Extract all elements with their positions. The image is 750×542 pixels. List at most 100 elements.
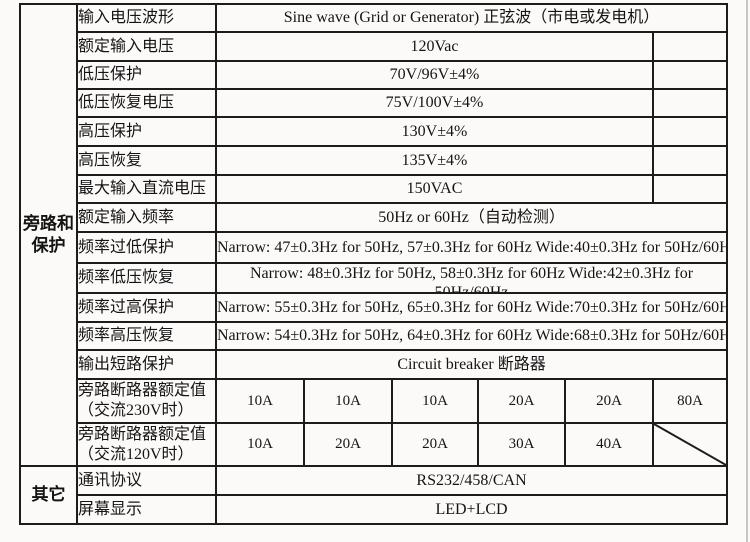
- spec-label-cell: 频率高压恢复: [76, 321, 217, 351]
- spec-value-cell: Narrow: 54±0.3Hz for 50Hz, 64±0.3Hz for …: [214, 321, 729, 351]
- empty-cell: [651, 116, 729, 147]
- spec-label-cell: 旁路断路器额定值（交流120V时）: [76, 422, 217, 467]
- table-row: 旁路和保护 输入电压波形 Sine wave (Grid or Generato…: [19, 3, 729, 467]
- breaker-rating: 20A: [335, 436, 361, 452]
- diagonal-slash-icon: [654, 424, 726, 465]
- group-label: 其它: [31, 485, 66, 504]
- table-row: 旁路断路器额定值（交流120V时） 10A 20A 20A 30A 40A: [20, 422, 729, 467]
- group-label: 旁路和保护: [23, 214, 74, 255]
- spec-value-cell: 50Hz or 60Hz（自动检测）: [214, 202, 729, 233]
- breaker-rating-cell: 30A: [477, 422, 566, 467]
- spec-label-cell: 高压恢复: [76, 145, 217, 176]
- spec-value: 120Vac: [410, 37, 459, 55]
- spec-value-cell: Narrow: 47±0.3Hz for 50Hz, 57±0.3Hz for …: [214, 231, 729, 264]
- spec-value: RS232/458/CAN: [416, 471, 527, 489]
- table-row: 高压恢复 135V±4%: [20, 145, 729, 176]
- group-cell-bypass-protection: 旁路和保护: [19, 3, 78, 467]
- table-row: 低压保护 70V/96V±4%: [20, 60, 729, 90]
- table-row: 输出短路保护 Circuit breaker 断路器: [20, 349, 729, 380]
- spec-value: 75V/100V±4%: [385, 94, 484, 111]
- breaker-rating-cell: 10A: [215, 378, 305, 424]
- spec-label-cell: 频率过低保护: [76, 231, 217, 264]
- spec-label-cell: 屏幕显示: [76, 494, 217, 525]
- spec-value: Narrow: 55±0.3Hz for 50Hz, 65±0.3Hz for …: [217, 298, 727, 316]
- page-edge-line: [746, 0, 748, 542]
- breaker-rating: 10A: [335, 392, 361, 409]
- breaker-rating-cell: 10A: [391, 378, 479, 424]
- spec-value-cell: RS232/458/CAN: [214, 465, 729, 496]
- empty-cell: [651, 145, 729, 176]
- empty-cell: [651, 60, 729, 90]
- spec-label: 低压恢复电压: [78, 94, 175, 111]
- spec-label: 频率过低保护: [78, 238, 175, 256]
- breaker-rating-cell: 40A: [564, 422, 654, 467]
- breaker-rating: 20A: [422, 436, 448, 452]
- spec-label: 频率高压恢复: [78, 327, 175, 344]
- spec-value-cell: 70V/96V±4%: [215, 60, 654, 90]
- spec-label: 旁路断路器额定值（交流230V时）: [78, 382, 207, 419]
- table-row: 额定输入频率 50Hz or 60Hz（自动检测）: [20, 202, 729, 233]
- table-row: 旁路断路器额定值（交流230V时） 10A 10A 10A 20A 20A 80…: [20, 378, 729, 424]
- breaker-rating-cell: 20A: [303, 422, 393, 467]
- spec-value: 50Hz or 60Hz（自动检测）: [378, 208, 565, 226]
- spec-label: 高压保护: [78, 122, 143, 140]
- table-row: 其它 通讯协议 RS232/458/CAN: [19, 465, 729, 525]
- spec-value-cell: LED+LCD: [214, 494, 729, 525]
- spec-label: 屏幕显示: [78, 500, 143, 518]
- spec-label-cell: 旁路断路器额定值（交流230V时）: [76, 378, 217, 424]
- spec-value-cell: 135V±4%: [215, 145, 654, 176]
- spec-label: 高压恢复: [78, 151, 143, 169]
- spec-label-cell: 额定输入电压: [76, 31, 217, 62]
- spec-label: 旁路断路器额定值（交流120V时）: [78, 425, 207, 463]
- spec-label: 额定输入电压: [78, 37, 175, 55]
- spec-value-cell: 130V±4%: [215, 116, 654, 147]
- spec-value: Narrow: 54±0.3Hz for 50Hz, 64±0.3Hz for …: [217, 327, 727, 344]
- breaker-rating: 20A: [508, 392, 535, 409]
- spec-label-cell: 额定输入频率: [76, 202, 217, 233]
- spec-value: LED+LCD: [435, 500, 508, 518]
- breaker-rating-cell: 20A: [477, 378, 566, 424]
- table-row: 频率低压恢复 Narrow: 48±0.3Hz for 50Hz, 58±0.3…: [20, 262, 729, 294]
- breaker-rating: 10A: [247, 436, 273, 452]
- spec-value-cell: 120Vac: [215, 31, 654, 62]
- breaker-rating: 10A: [247, 392, 273, 409]
- spec-table: 旁路和保护 输入电压波形 Sine wave (Grid or Generato…: [19, 3, 729, 525]
- spec-label-cell: 高压保护: [76, 116, 217, 147]
- table-row: 低压恢复电压 75V/100V±4%: [20, 88, 729, 118]
- spec-value: Narrow: 48±0.3Hz for 50Hz, 58±0.3Hz for …: [249, 265, 694, 291]
- breaker-rating: 30A: [508, 436, 535, 452]
- spec-label-cell: 最大输入直流电压: [76, 174, 217, 204]
- spec-value: 70V/96V±4%: [389, 66, 480, 83]
- spec-value: 150VAC: [406, 180, 463, 197]
- breaker-rating: 40A: [596, 436, 622, 452]
- spec-value-cell: Narrow: 48±0.3Hz for 50Hz, 58±0.3Hz for …: [214, 262, 729, 294]
- table-row: 屏幕显示 LED+LCD: [20, 494, 729, 525]
- table-row: 额定输入电压 120Vac: [20, 31, 729, 62]
- spec-label-cell: 输入电压波形: [76, 3, 217, 33]
- spec-label: 频率低压恢复: [78, 269, 175, 286]
- spec-label: 通讯协议: [78, 471, 143, 489]
- table-row: 频率过低保护 Narrow: 47±0.3Hz for 50Hz, 57±0.3…: [20, 231, 729, 264]
- empty-cell: [651, 31, 729, 62]
- spec-value: 135V±4%: [401, 151, 468, 169]
- table-row: 最大输入直流电压 150VAC: [20, 174, 729, 204]
- breaker-rating: 20A: [596, 392, 622, 409]
- spec-label: 输出短路保护: [78, 355, 175, 373]
- spec-label: 输入电压波形: [78, 9, 175, 26]
- spec-label: 低压保护: [78, 66, 143, 83]
- spec-value-cell: Circuit breaker 断路器: [214, 349, 729, 380]
- spec-label-cell: 通讯协议: [76, 465, 217, 496]
- breaker-rating-cell: 20A: [391, 422, 479, 467]
- spec-label-cell: 频率低压恢复: [76, 262, 217, 294]
- spec-label: 额定输入频率: [78, 208, 175, 226]
- spec-label: 最大输入直流电压: [78, 180, 207, 197]
- group-cell-other: 其它: [19, 465, 78, 525]
- spec-label-cell: 低压恢复电压: [76, 88, 217, 118]
- spec-value-cell: 150VAC: [215, 174, 654, 204]
- spec-value-cell: Sine wave (Grid or Generator) 正弦波（市电或发电机…: [214, 3, 729, 33]
- table-row: 高压保护 130V±4%: [20, 116, 729, 147]
- empty-cell: [651, 88, 729, 118]
- spec-label: 频率过高保护: [78, 298, 175, 316]
- table-row: 频率过高保护 Narrow: 55±0.3Hz for 50Hz, 65±0.3…: [20, 292, 729, 323]
